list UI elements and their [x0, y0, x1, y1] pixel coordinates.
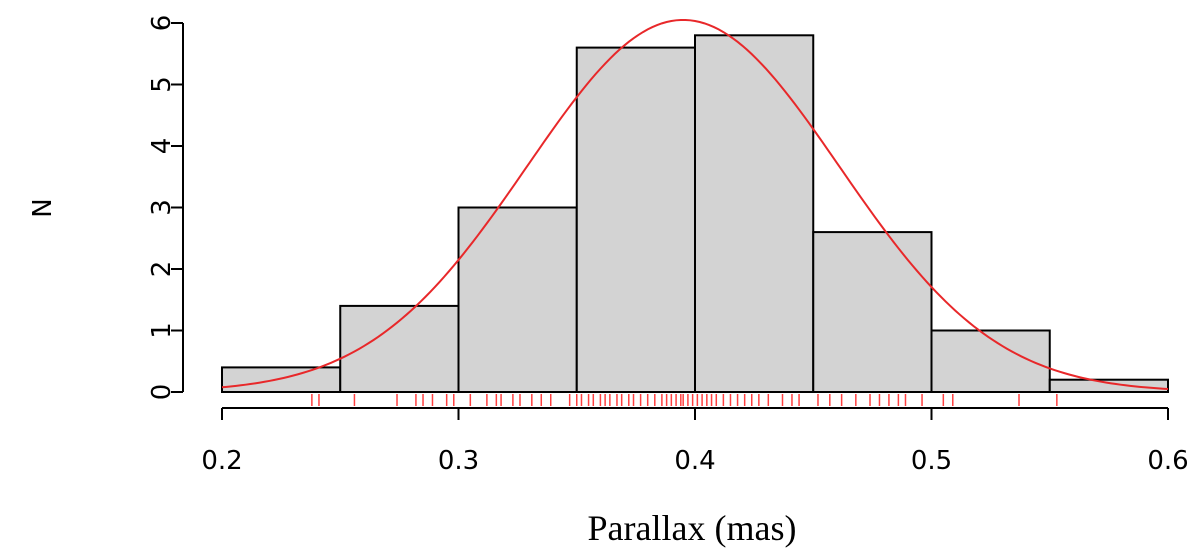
normal-fit-curve: [221, 18, 1169, 391]
histogram-bars: [221, 34, 1169, 394]
histogram-bar: [221, 366, 342, 393]
y-tick-label: 0: [147, 384, 177, 401]
y-axis-label: N: [28, 198, 58, 217]
x-tick-label: 0.4: [674, 446, 715, 476]
histogram-bar: [457, 206, 578, 393]
x-axis: 0.2 0.3 0.4 0.5 0.6: [201, 407, 1189, 476]
x-tick-label: 0.5: [911, 446, 952, 476]
y-axis: 0 1 2 3 4 5 6: [147, 15, 184, 401]
x-tick-label: 0.6: [1147, 446, 1188, 476]
x-axis-label: Parallax (mas): [588, 508, 797, 548]
y-tick-label: 6: [147, 15, 177, 32]
histogram-bar: [575, 46, 696, 393]
histogram-bar: [694, 34, 815, 394]
y-tick-label: 5: [147, 76, 177, 93]
x-tick-label: 0.3: [438, 446, 479, 476]
x-tick-label: 0.2: [201, 446, 242, 476]
histogram-bar: [812, 231, 933, 393]
y-tick-label: 4: [147, 138, 177, 155]
y-tick-label: 1: [147, 322, 177, 339]
histogram-bar: [1048, 378, 1169, 394]
rug-marks: [311, 394, 1058, 406]
y-tick-label: 2: [147, 261, 177, 278]
y-tick-label: 3: [147, 199, 177, 216]
